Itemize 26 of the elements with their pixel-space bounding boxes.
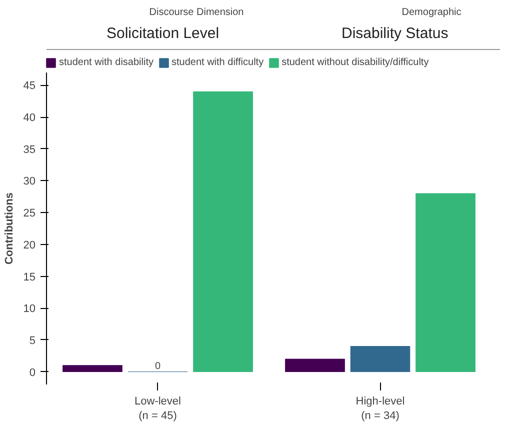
bar bbox=[285, 358, 345, 372]
bar bbox=[416, 193, 476, 372]
bar bbox=[350, 346, 410, 372]
text: Demographic bbox=[402, 7, 462, 18]
y-tick-label: 0 bbox=[29, 366, 36, 379]
y-tick-label: 30 bbox=[23, 176, 36, 188]
y-tick-label: 25 bbox=[23, 208, 36, 220]
y-tick-label: 20 bbox=[23, 239, 36, 252]
legend-label: student with difficulty bbox=[172, 57, 264, 68]
bar bbox=[62, 365, 122, 372]
annotation: 0 bbox=[154, 360, 161, 372]
y-tick-label: 35 bbox=[23, 144, 36, 156]
bar bbox=[193, 91, 253, 372]
y-tick-label: 15 bbox=[23, 271, 36, 284]
text: Discourse Dimension bbox=[149, 7, 244, 18]
y-tick-label: 45 bbox=[23, 80, 36, 92]
legend-label: student without disability/difficulty bbox=[282, 57, 429, 68]
y-tick-label: 10 bbox=[23, 303, 36, 316]
legend-label: student with disability bbox=[59, 57, 154, 68]
y-axis-title: Contributions bbox=[3, 192, 16, 265]
text: Disability Status bbox=[342, 25, 448, 42]
x-tick-label: Low-level (n = 45) bbox=[134, 396, 181, 422]
y-tick-label: 40 bbox=[23, 112, 36, 124]
x-tick-label: High-level (n = 34) bbox=[356, 396, 405, 422]
text: Solicitation Level bbox=[106, 25, 220, 42]
y-tick-label: 5 bbox=[29, 334, 36, 347]
